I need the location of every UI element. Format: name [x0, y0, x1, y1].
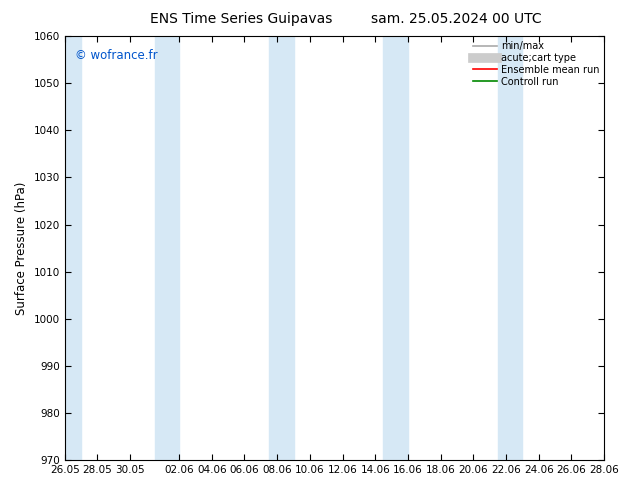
Y-axis label: Surface Pressure (hPa): Surface Pressure (hPa) [15, 181, 28, 315]
Bar [269, 36, 294, 460]
Text: ENS Time Series Guipavas: ENS Time Series Guipavas [150, 12, 332, 26]
Bar [56, 36, 81, 460]
Text: sam. 25.05.2024 00 UTC: sam. 25.05.2024 00 UTC [371, 12, 542, 26]
Text: © wofrance.fr: © wofrance.fr [75, 49, 158, 62]
Legend: min/max, acute;cart type, Ensemble mean run, Controll run: min/max, acute;cart type, Ensemble mean … [472, 41, 599, 87]
Bar [384, 36, 408, 460]
Bar [498, 36, 522, 460]
Bar [155, 36, 179, 460]
